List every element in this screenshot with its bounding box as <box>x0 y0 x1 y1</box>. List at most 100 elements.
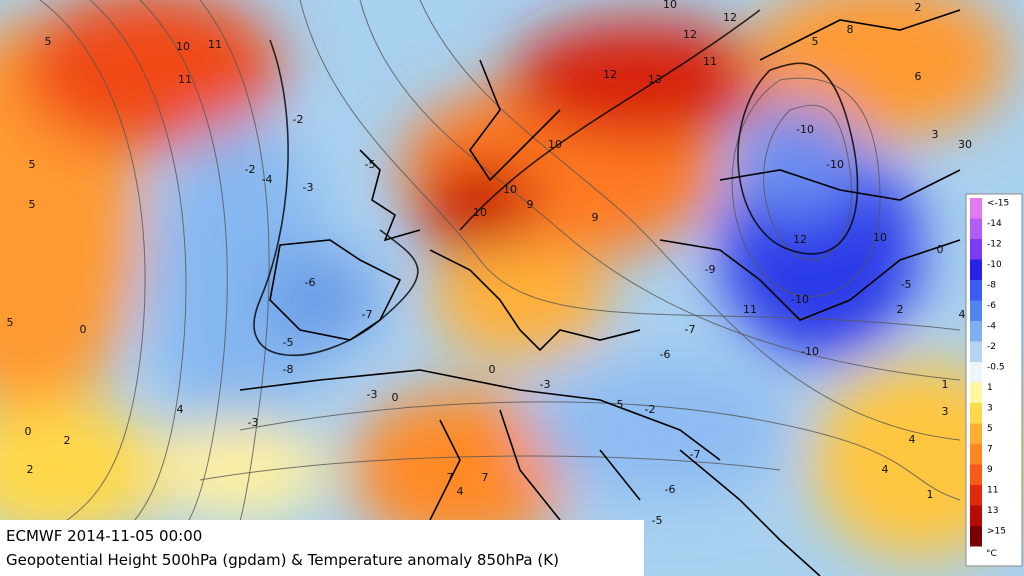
contour-label: 12 <box>603 68 617 81</box>
contour-label: 4 <box>457 485 464 498</box>
legend-swatch <box>970 505 982 526</box>
contour-label: -5 <box>901 278 912 291</box>
contour-label: -7 <box>685 323 696 336</box>
legend-swatch <box>970 485 982 506</box>
contour-label: 9 <box>527 198 534 211</box>
legend-label: 13 <box>987 506 998 516</box>
legend-swatch <box>970 362 982 383</box>
contour-label: 5 <box>29 198 36 211</box>
contour-label: -5 <box>283 336 294 349</box>
contour-label: 10 <box>663 0 677 11</box>
legend-swatch <box>970 423 982 444</box>
contour-label: 0 <box>937 243 944 256</box>
contour-label: 30 <box>958 138 972 151</box>
contour-label: 1 <box>927 488 934 501</box>
contour-label: -8 <box>283 363 294 376</box>
legend-label: 1 <box>987 383 993 393</box>
contour-label: 11 <box>743 303 757 316</box>
temperature-field <box>0 0 1024 560</box>
contour-label: -10 <box>796 123 814 136</box>
contour-label: -3 <box>303 181 314 194</box>
contour-label: 7 <box>482 471 489 484</box>
contour-label: -10 <box>791 293 809 306</box>
legend-label: -8 <box>987 281 996 291</box>
caption-title: ECMWF 2014-11-05 00:00 <box>6 527 202 545</box>
contour-label: 7 <box>447 471 454 484</box>
contour-label: 6 <box>915 70 922 83</box>
legend-swatch <box>970 321 982 342</box>
contour-label: 0 <box>489 363 496 376</box>
legend-label: -10 <box>987 260 1002 270</box>
legend-label: -6 <box>987 301 996 311</box>
legend-label: -14 <box>987 219 1002 229</box>
contour-label: 4 <box>177 403 184 416</box>
legend-label: 5 <box>987 424 993 434</box>
contour-label: 13 <box>648 73 662 86</box>
legend-swatch <box>970 218 982 239</box>
legend-label: 9 <box>987 465 993 475</box>
legend-swatch <box>970 300 982 321</box>
legend-label: 7 <box>987 445 993 455</box>
contour-label: 12 <box>723 11 737 24</box>
contour-label: 4 <box>909 433 916 446</box>
legend-swatch <box>970 239 982 260</box>
contour-label: 3 <box>932 128 939 141</box>
contour-label: 0 <box>80 323 87 336</box>
contour-label: -5 <box>613 398 624 411</box>
contour-label: 0 <box>25 425 32 438</box>
legend-label: 11 <box>987 486 998 496</box>
contour-label: -3 <box>367 388 378 401</box>
legend-swatch <box>970 198 982 219</box>
contour-label: 5 <box>29 158 36 171</box>
caption-subtitle: Geopotential Height 500hPa (gpdam) & Tem… <box>6 551 559 569</box>
contour-label: -5 <box>365 158 376 171</box>
contour-label: 12 <box>793 233 807 246</box>
contour-label: 10 <box>503 183 517 196</box>
coastlines <box>239 9 961 576</box>
contour-label: 10 <box>548 138 562 151</box>
legend-unit: °C <box>986 549 997 559</box>
contour-label: 4 <box>959 308 966 321</box>
contour-label: -2 <box>293 113 304 126</box>
legend-label: -0.5 <box>987 363 1005 373</box>
contour-label: -10 <box>826 158 844 171</box>
contour-label: 10 <box>873 231 887 244</box>
contour-label: -2 <box>645 403 656 416</box>
contour-label: 2 <box>27 463 34 476</box>
legend-swatch <box>970 464 982 485</box>
contour-label: 1 <box>942 378 949 391</box>
contour-label: -3 <box>248 416 259 429</box>
legend-swatch <box>970 403 982 424</box>
legend-swatch <box>970 341 982 362</box>
legend-label: -4 <box>987 322 996 332</box>
contour-label: 2 <box>897 303 904 316</box>
legend-swatch <box>970 280 982 301</box>
contour-label: -4 <box>262 173 273 186</box>
contour-label: 10 <box>176 40 190 53</box>
legend-label: -2 <box>987 342 996 352</box>
contour-label: -6 <box>305 276 316 289</box>
contour-label: -10 <box>801 345 819 358</box>
contour-label: 5 <box>45 35 52 48</box>
legend-swatch <box>970 526 982 547</box>
contour-label: 11 <box>703 55 717 68</box>
contour-label: -9 <box>705 263 716 276</box>
contour-label: -7 <box>690 448 701 461</box>
contour-label: 5 <box>7 316 14 329</box>
legend-label: 3 <box>987 404 993 414</box>
legend-swatch <box>970 259 982 280</box>
legend-label: >15 <box>987 527 1006 537</box>
contour-label: -7 <box>362 308 373 321</box>
contour-label: 8 <box>847 23 854 36</box>
contour-label: -6 <box>660 348 671 361</box>
legend-label: <-15 <box>987 199 1009 209</box>
contour-label: 2 <box>64 434 71 447</box>
contour-label: 0 <box>392 391 399 404</box>
contour-label: 10 <box>473 206 487 219</box>
contour-label: 5 <box>812 35 819 48</box>
contour-label: -2 <box>245 163 256 176</box>
contour-label: 11 <box>208 38 222 51</box>
contour-label: 12 <box>683 28 697 41</box>
